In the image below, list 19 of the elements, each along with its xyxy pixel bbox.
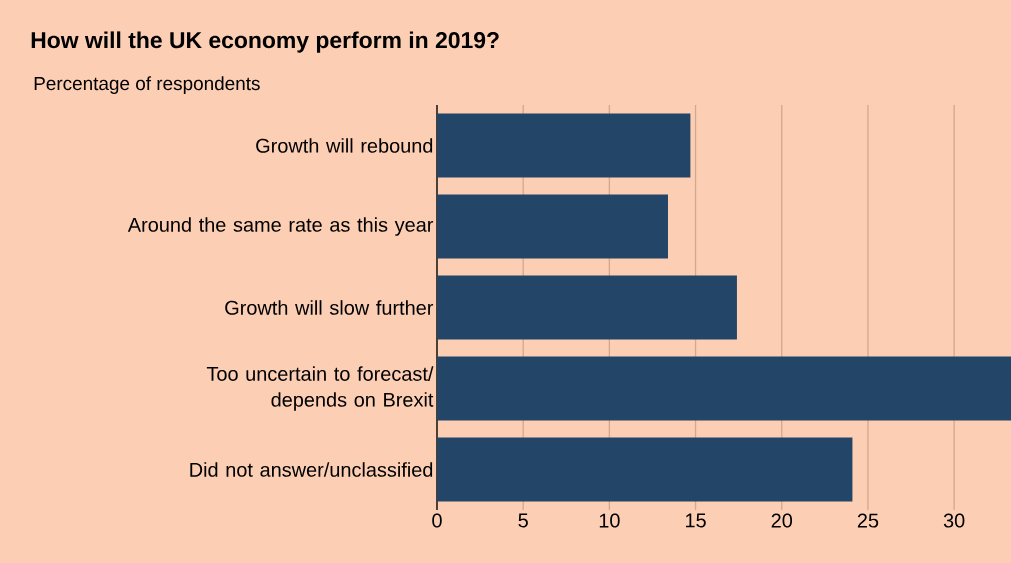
y-tick-label: Did not answer/unclassified xyxy=(190,462,433,477)
bar xyxy=(437,356,1011,421)
bar xyxy=(437,194,668,259)
x-tick-label: 0 xyxy=(432,513,442,528)
bar xyxy=(437,113,691,178)
x-tick-label: 15 xyxy=(686,513,706,528)
x-tick-label: 20 xyxy=(771,513,793,528)
text: Percentage of respondents xyxy=(34,76,260,94)
x-tick-label: 30 xyxy=(943,513,965,528)
y-tick-label: Growth will slow further xyxy=(225,300,434,315)
x-tick-label: 5 xyxy=(518,513,528,528)
chart-title: How will the UK economy perform in 2019? xyxy=(31,31,499,53)
y-tick-label: Around the same rate as this year xyxy=(127,217,434,236)
x-tick-label: 25 xyxy=(857,513,879,528)
bar xyxy=(437,275,737,340)
y-tick-label: Growth will rebound xyxy=(256,138,433,153)
x-tick-label: 10 xyxy=(599,513,620,528)
y-tick-label: Too uncertain to forecast/ depends on Brexit xyxy=(206,366,434,411)
bar xyxy=(437,437,853,502)
